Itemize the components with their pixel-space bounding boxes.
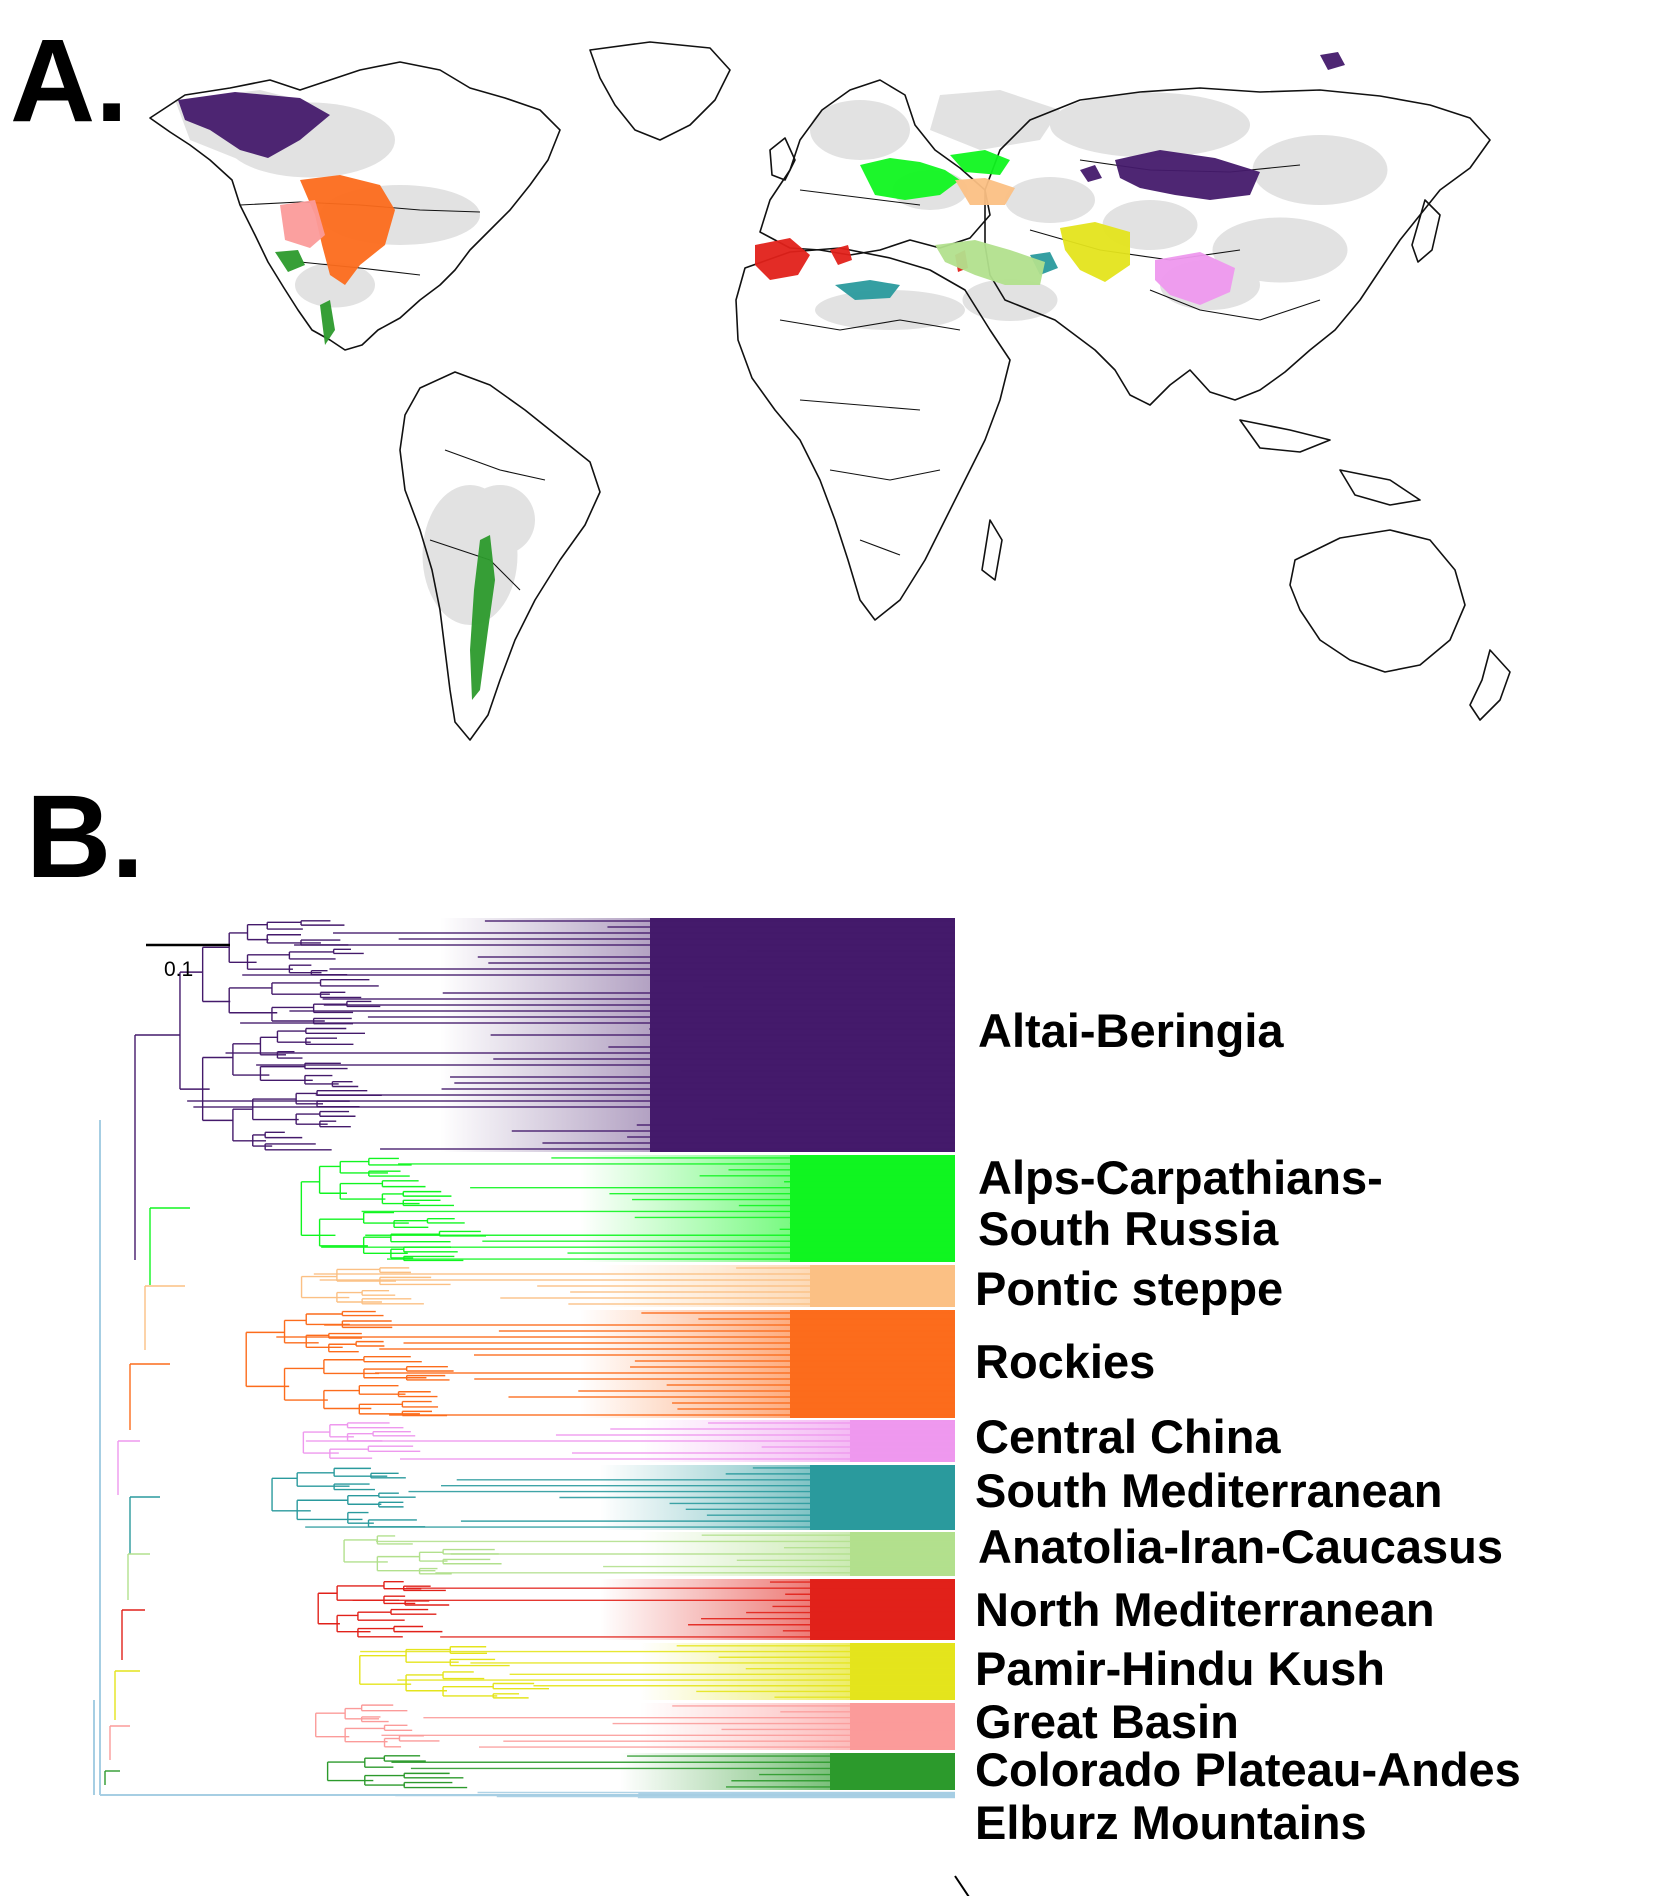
country-outlines: [149, 41, 1511, 741]
panel-a-label: A.: [10, 15, 128, 147]
map-patch-altai-beringia: [1320, 52, 1345, 70]
label-line-2: South Russia: [978, 1201, 1279, 1255]
world-distribution-map: [149, 41, 1511, 741]
map-patch-south-mediterranean: [835, 280, 900, 300]
map-patch-pamir-hindu-kush: [1060, 222, 1130, 282]
map-patch-north-mediterranean: [755, 238, 810, 280]
label-rockies: Rockies: [975, 1335, 1156, 1388]
label-elburz-mountains: Elburz Mountains: [975, 1796, 1367, 1849]
map-patch-colorado-plateau-andes: [320, 300, 335, 345]
map-patch-alps-carpathians: [950, 150, 1010, 175]
clade-distribution-patches: [178, 52, 1345, 700]
map-patch-great-basin: [280, 200, 325, 248]
label-altai-beringia: Altai-Beringia: [978, 1004, 1284, 1057]
clade-tip-fills: [440, 918, 955, 1798]
label-north-mediterranean: North Mediterranean: [975, 1583, 1435, 1636]
map-patch-anatolia-iran-caucasus: [935, 240, 1045, 285]
tree-branches: [93, 920, 955, 1799]
map-patch-pontic-steppe: [955, 178, 1015, 205]
map-patch-altai-beringia: [178, 92, 330, 158]
scale-bar-label: 0.1: [164, 958, 194, 981]
label-colorado-plateau-andes: Colorado Plateau-Andes: [975, 1743, 1521, 1796]
map-patch-north-mediterranean: [830, 245, 852, 265]
map-patch-altai-beringia: [1115, 150, 1260, 200]
label-central-china: Central China: [975, 1410, 1281, 1463]
elburz-pointer-line: [954, 1875, 970, 1896]
panel-b-label: B.: [26, 771, 144, 903]
label-line-1: Alps-Carpathians-: [978, 1151, 1383, 1204]
map-patch-central-china: [1155, 252, 1235, 305]
label-great-basin: Great Basin: [975, 1695, 1239, 1748]
label-pamir-hindu-kush: Pamir-Hindu Kush: [975, 1642, 1385, 1695]
map-patch-altai-beringia: [1080, 165, 1102, 182]
map-patch-colorado-plateau-andes: [275, 250, 305, 272]
label-anatolia-iran-caucasus: Anatolia-Iran-Caucasus: [978, 1520, 1503, 1573]
label-south-mediterranean: South Mediterranean: [975, 1464, 1443, 1517]
label-alps-carpathians-south-russia: Alps-Carpathians- South Russia: [978, 1151, 1383, 1255]
map-patch-rockies: [300, 175, 395, 285]
map-patch-colorado-plateau-andes: [470, 535, 495, 700]
label-pontic-steppe: Pontic steppe: [975, 1262, 1284, 1315]
map-patch-alps-carpathians: [860, 158, 960, 200]
